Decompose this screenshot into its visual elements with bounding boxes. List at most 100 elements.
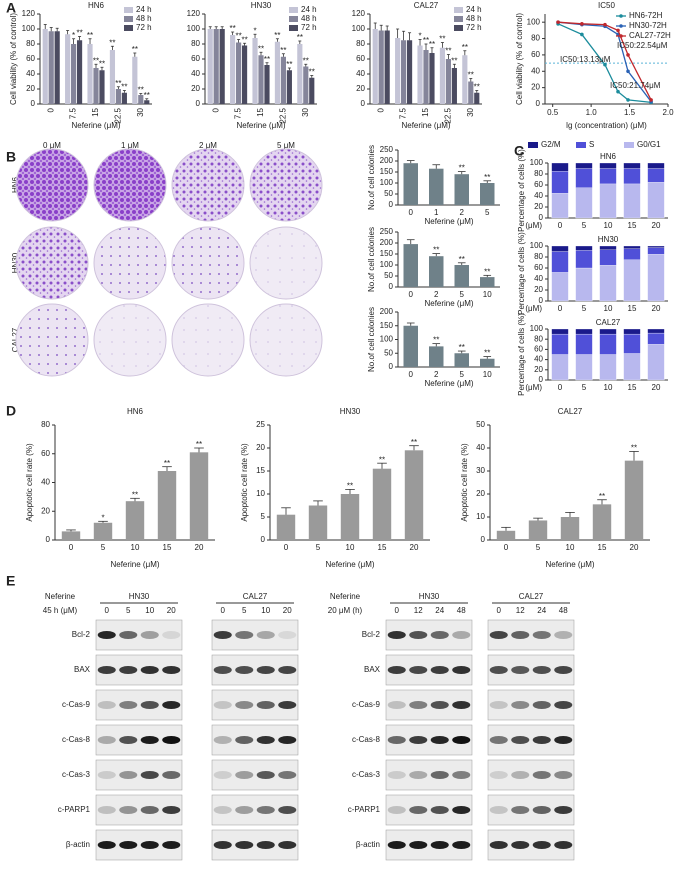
- y-tick-label: 0: [389, 362, 394, 371]
- bar: [372, 29, 378, 104]
- blot-band: [256, 841, 275, 849]
- bar-segment: [599, 249, 617, 266]
- blot-band: [213, 736, 232, 744]
- significance: **: [303, 56, 309, 65]
- significance: **: [115, 79, 121, 88]
- protein-label: c-Cas-8: [62, 735, 91, 744]
- significance: **: [484, 173, 490, 182]
- error-bar: [162, 466, 172, 471]
- y-tick-label: 60: [534, 263, 543, 272]
- blot-band: [511, 771, 530, 779]
- x-tick-label: 5: [582, 221, 587, 230]
- colony-plate: [15, 148, 89, 222]
- point: [616, 28, 620, 33]
- blot-band: [409, 771, 428, 779]
- bar-segment: [599, 245, 617, 250]
- bar: [144, 100, 150, 104]
- bar-segment: [599, 354, 617, 381]
- point: [626, 53, 630, 57]
- panel-label: D: [6, 403, 16, 419]
- bar: [93, 68, 99, 104]
- x-tick-label: 15: [598, 543, 607, 552]
- legend-swatch: [454, 25, 463, 31]
- error-bar: [424, 43, 428, 50]
- lane-label: 0: [497, 606, 502, 615]
- blot-band: [489, 701, 508, 709]
- error-bar: [237, 39, 241, 43]
- legend-marker: [619, 34, 623, 38]
- blot-band: [162, 841, 181, 849]
- bar-segment: [623, 259, 641, 302]
- significance: **: [462, 43, 468, 52]
- error-bar: [43, 24, 47, 29]
- error-bar: [231, 31, 235, 35]
- bar: [401, 40, 407, 104]
- blot-band: [140, 701, 159, 709]
- bar-segment: [551, 162, 569, 172]
- y-tick-label: 120: [187, 9, 201, 18]
- y-axis-label: No.of cell colonies: [367, 145, 376, 210]
- error-bar: [483, 356, 492, 359]
- bar-segment: [575, 328, 593, 335]
- bar-segment: [647, 332, 665, 345]
- blot-band: [409, 631, 428, 639]
- blot-band: [278, 771, 297, 779]
- x-tick-label: 10: [604, 221, 613, 230]
- x-tick-label: 2.0: [662, 108, 674, 117]
- y-tick-label: 80: [26, 39, 35, 48]
- significance: **: [379, 455, 385, 464]
- bar-segment: [623, 183, 641, 219]
- significance: **: [274, 31, 280, 40]
- bar: [87, 44, 93, 104]
- error-bar: [214, 26, 218, 29]
- bar-segment: [551, 354, 569, 381]
- blot-band: [97, 806, 116, 814]
- bar: [48, 31, 54, 104]
- bar: [528, 520, 548, 540]
- y-tick-label: 50: [384, 271, 393, 280]
- blot-box: [211, 689, 299, 721]
- content: 0 μM1 μM2 μM5 μMHN6HN30CAL27020406080100…: [9, 1, 674, 861]
- blot-band: [235, 736, 254, 744]
- series-line: [557, 23, 652, 104]
- bar: [403, 244, 418, 287]
- significance: **: [429, 40, 435, 49]
- blot-band: [256, 631, 275, 639]
- bar: [109, 50, 116, 104]
- error-bar: [287, 67, 291, 71]
- error-bar: [409, 445, 419, 451]
- chart-title: HN30: [598, 235, 619, 244]
- x-tick-label: 2: [460, 208, 465, 217]
- lane-label: 24: [537, 606, 546, 615]
- bar-segment: [551, 171, 569, 194]
- y-tick-label: 0: [389, 282, 394, 291]
- y-tick-label: 40: [534, 274, 543, 283]
- blot-band: [430, 806, 449, 814]
- significance: **: [76, 29, 82, 38]
- blot-band: [140, 841, 159, 849]
- error-bar: [194, 447, 204, 453]
- error-bar: [432, 343, 441, 347]
- y-tick-label: 0: [389, 200, 394, 209]
- error-bar: [313, 500, 323, 506]
- blot-band: [278, 666, 297, 674]
- y-tick-label: 50: [384, 348, 393, 357]
- y-tick-label: 50: [476, 420, 485, 429]
- error-bar: [406, 160, 415, 164]
- blot-band: [256, 701, 275, 709]
- bar-segment: [623, 248, 641, 260]
- blot-band: [119, 631, 138, 639]
- x-tick-label: 20: [630, 543, 639, 552]
- bar-segment: [623, 245, 641, 249]
- blot-band: [387, 666, 406, 674]
- x-tick-label: 20: [652, 383, 661, 392]
- blot-band: [213, 841, 232, 849]
- blot-band: [532, 806, 551, 814]
- colony-plate: [93, 148, 167, 222]
- significance: *: [72, 31, 75, 40]
- x-tick-label: 22.5: [444, 107, 453, 123]
- y-tick-label: 20: [356, 84, 365, 93]
- error-bar: [281, 53, 285, 57]
- bar-segment: [623, 333, 641, 354]
- blot-band: [387, 806, 406, 814]
